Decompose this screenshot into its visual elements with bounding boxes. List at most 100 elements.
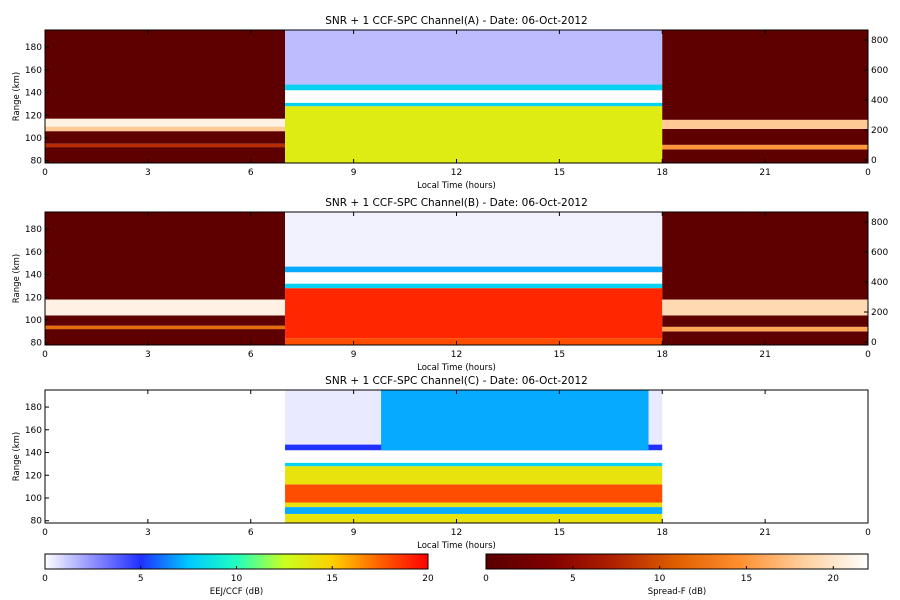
heatmap-band — [285, 266, 663, 273]
colorbar-gradient — [485, 553, 869, 570]
x-tick-label: 6 — [248, 168, 254, 178]
x-tick-label: 3 — [145, 350, 151, 360]
colorbar-tick-label: 5 — [138, 574, 144, 584]
heatmap-band — [285, 462, 663, 467]
colorbar-tick-label: 15 — [741, 574, 752, 584]
y2-tick-label: 800 — [871, 36, 888, 46]
heatmap-band — [285, 507, 663, 514]
heatmap-band — [45, 299, 286, 316]
y-tick-label: 100 — [25, 134, 42, 144]
heatmap-band — [662, 128, 868, 145]
heatmap-band — [285, 212, 663, 267]
region-evening-spread-f — [662, 212, 868, 345]
heatmap-band — [285, 513, 663, 523]
colorbars: 0 5 10 15 20 EEJ/CCF (dB) 0 5 10 15 20 Spread-F (dB… — [42, 553, 869, 597]
x-axis-label: Local Time (hours) — [417, 181, 496, 191]
heatmap-band — [285, 106, 663, 163]
y2-tick-label: 200 — [871, 126, 888, 136]
y-tick-label: 160 — [25, 66, 42, 76]
y-tick-label: 160 — [25, 248, 42, 258]
x-tick-label: 6 — [248, 528, 254, 538]
heatmap-band — [285, 90, 663, 103]
heatmap-band — [45, 212, 286, 300]
heatmap-band — [45, 147, 286, 163]
x-tick-label: 3 — [145, 528, 151, 538]
heatmap-band — [662, 315, 868, 327]
x-tick-label: 15 — [554, 528, 565, 538]
colorbar-1: 0 5 10 15 20 EEJ/CCF (dB) — [42, 553, 434, 597]
heatmap-band — [45, 131, 286, 144]
colorbar-tick-label: 10 — [231, 574, 243, 584]
y-tick-label: 120 — [25, 293, 42, 303]
colorbar-tick-label: 15 — [327, 574, 338, 584]
y-tick-label: 100 — [25, 316, 42, 326]
heatmap-band — [45, 329, 286, 345]
panel-title: SNR + 1 CCF-SPC Channel(B) - Date: 06-Oc… — [325, 197, 588, 209]
x-tick-label: 6 — [248, 350, 254, 360]
panel-3: SNR + 1 CCF-SPC Channel(C) - Date: 06-Oc… — [12, 375, 871, 551]
y-tick-label: 180 — [25, 403, 42, 413]
heatmap-band — [662, 326, 868, 332]
region-day-eej — [285, 30, 663, 163]
heatmap-band — [45, 126, 286, 132]
colorbar-tick-label: 0 — [42, 574, 48, 584]
y-axis-label: Range (km) — [12, 72, 22, 121]
region-upper-echoes — [381, 390, 649, 451]
x-axis-label: Local Time (hours) — [417, 541, 496, 551]
panel-1: SNR + 1 CCF-SPC Channel(A) - Date: 06-Oc… — [12, 15, 888, 191]
x-tick-label: 18 — [657, 350, 669, 360]
heatmap-band — [662, 149, 868, 163]
y-tick-label: 80 — [31, 157, 43, 167]
x-tick-label: 9 — [351, 350, 357, 360]
y2-tick-label: 400 — [871, 278, 888, 288]
y2-tick-label: 600 — [871, 66, 888, 76]
x-tick-label: 0 — [42, 350, 48, 360]
x-tick-label: 9 — [351, 528, 357, 538]
heatmap-band — [381, 390, 649, 451]
heatmap-band — [285, 502, 663, 508]
heatmap-band — [285, 450, 663, 463]
heatmap-band — [45, 30, 286, 119]
y-tick-label: 140 — [25, 449, 42, 459]
heatmap-band — [285, 338, 663, 345]
heatmap-band — [285, 84, 663, 91]
y-tick-label: 120 — [25, 111, 42, 121]
x-tick-label: 3 — [145, 168, 151, 178]
heatmap-band — [45, 143, 286, 148]
heatmap-band — [285, 466, 663, 485]
heatmap-band — [662, 119, 868, 129]
x-tick-label: 21 — [759, 528, 770, 538]
x-tick-label: 12 — [451, 350, 462, 360]
heatmap-band — [285, 484, 663, 503]
heatmap-band — [45, 315, 286, 326]
x-axis-label: Local Time (hours) — [417, 363, 496, 373]
region-night-spread-f — [45, 212, 286, 345]
colorbar-label: Spread-F (dB) — [648, 587, 706, 597]
heatmap-band — [662, 331, 868, 345]
colorbar-tick-label: 10 — [654, 574, 666, 584]
heatmap-band — [285, 283, 663, 289]
y-tick-label: 80 — [31, 517, 43, 527]
heatmap-band — [662, 30, 868, 120]
colorbar-tick-label: 0 — [483, 574, 489, 584]
y2-tick-label: 0 — [871, 338, 877, 348]
x-tick-label: 0 — [42, 528, 48, 538]
colorbar-2: 0 5 10 15 20 Spread-F (dB) — [483, 553, 869, 597]
heatmap-band — [285, 288, 663, 339]
x-tick-label: 9 — [351, 168, 357, 178]
x-tick-label: 21 — [759, 350, 770, 360]
panel-2: SNR + 1 CCF-SPC Channel(B) - Date: 06-Oc… — [12, 197, 888, 373]
colorbar-tick-label: 20 — [828, 574, 840, 584]
heatmap-band — [45, 325, 286, 330]
y-tick-label: 120 — [25, 471, 42, 481]
x-tick-label: 18 — [657, 168, 669, 178]
x-tick-label: 0 — [865, 168, 871, 178]
region-night-spread-f — [45, 30, 286, 163]
x-tick-label: 12 — [451, 528, 462, 538]
y-tick-label: 180 — [25, 43, 42, 53]
y-axis-label: Range (km) — [12, 254, 22, 303]
y-tick-label: 160 — [25, 426, 42, 436]
y2-tick-label: 0 — [871, 156, 877, 166]
heatmap-band — [285, 102, 663, 107]
y-tick-label: 140 — [25, 271, 42, 281]
